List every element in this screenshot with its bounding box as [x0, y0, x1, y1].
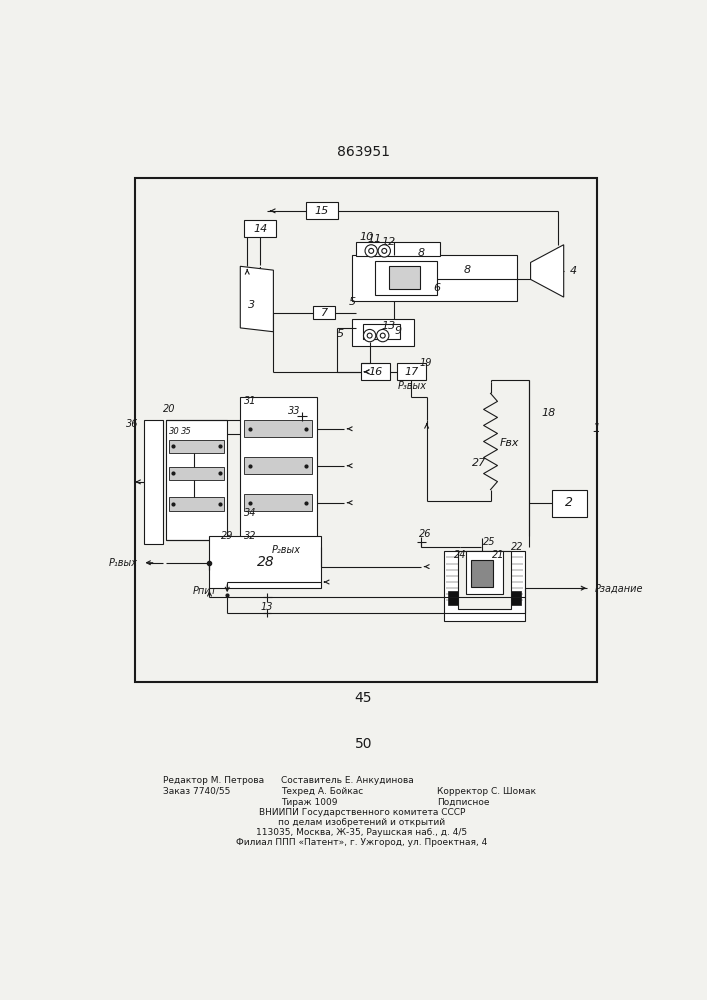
Bar: [244, 457, 312, 474]
Text: 17: 17: [404, 367, 419, 377]
Bar: [448, 591, 521, 605]
Text: 34: 34: [244, 508, 257, 518]
Text: 4: 4: [570, 266, 577, 276]
Bar: [165, 420, 227, 540]
Text: 50: 50: [355, 737, 373, 751]
Text: 12: 12: [381, 237, 395, 247]
Bar: [313, 306, 335, 319]
Text: 36: 36: [126, 419, 139, 429]
Text: 10: 10: [360, 232, 374, 242]
Text: Редактор М. Петрова: Редактор М. Петрова: [163, 776, 264, 785]
Bar: [397, 363, 426, 380]
Text: 18: 18: [541, 408, 556, 418]
Bar: [144, 420, 163, 544]
Circle shape: [367, 333, 372, 338]
Text: 13: 13: [261, 602, 274, 612]
Text: 45: 45: [355, 690, 373, 704]
Bar: [352, 319, 414, 346]
Text: 16: 16: [368, 367, 383, 377]
Text: P₁вых: P₁вых: [109, 558, 138, 568]
Bar: [444, 551, 525, 620]
Text: 14: 14: [253, 224, 267, 234]
Bar: [552, 490, 587, 517]
Text: 863951: 863951: [337, 145, 390, 159]
Text: 13: 13: [381, 321, 395, 331]
Text: 15: 15: [315, 206, 329, 216]
Bar: [169, 497, 224, 511]
Text: Заказ 7740/55: Заказ 7740/55: [163, 787, 230, 796]
Text: 113035, Москва, Ж-35, Раушская наб., д. 4/5: 113035, Москва, Ж-35, Раушская наб., д. …: [257, 828, 467, 837]
Bar: [352, 255, 518, 301]
Bar: [361, 363, 390, 380]
Bar: [169, 466, 224, 480]
Text: 25: 25: [483, 537, 495, 547]
Text: 19: 19: [420, 358, 432, 368]
Polygon shape: [530, 245, 563, 297]
Bar: [389, 266, 420, 289]
Text: 2: 2: [565, 496, 573, 509]
Text: P₂вых: P₂вых: [272, 545, 301, 555]
Text: Тираж 1009: Тираж 1009: [281, 798, 338, 807]
Text: 1: 1: [592, 422, 601, 434]
Text: 5: 5: [337, 329, 344, 339]
Text: Техред А. Бойкас: Техред А. Бойкас: [281, 787, 363, 796]
Text: Pпит: Pпит: [193, 586, 217, 596]
Text: 11: 11: [368, 234, 382, 244]
Text: 22: 22: [511, 542, 524, 552]
Text: 35: 35: [181, 427, 192, 436]
Bar: [305, 202, 338, 219]
Text: 20: 20: [163, 404, 176, 414]
Text: 30: 30: [169, 427, 180, 436]
Text: ВНИИПИ Государственного комитета СССР: ВНИИПИ Государственного комитета СССР: [259, 808, 465, 817]
Text: P₃вых: P₃вых: [397, 381, 426, 391]
Text: Филиал ППП «Патент», г. Ужгород, ул. Проектная, 4: Филиал ППП «Патент», г. Ужгород, ул. Про…: [236, 838, 488, 847]
Text: 31: 31: [244, 396, 257, 406]
Bar: [160, 401, 363, 555]
Bar: [356, 242, 440, 256]
Text: 8: 8: [464, 265, 471, 275]
Text: 33: 33: [288, 406, 300, 416]
Text: 27: 27: [472, 458, 486, 468]
Text: Корректор С. Шомак: Корректор С. Шомак: [437, 787, 536, 796]
Text: 26: 26: [419, 529, 431, 539]
Text: Составитель Е. Анкудинова: Составитель Е. Анкудинова: [281, 776, 414, 785]
Bar: [240, 397, 317, 540]
Text: 21: 21: [492, 550, 505, 560]
Text: 29: 29: [221, 531, 233, 541]
Text: 24: 24: [453, 550, 466, 560]
Bar: [244, 494, 312, 511]
Bar: [375, 261, 437, 295]
Text: Pзадание: Pзадание: [595, 583, 643, 593]
Text: 5: 5: [349, 297, 356, 307]
Bar: [458, 551, 510, 609]
Circle shape: [365, 245, 378, 257]
Circle shape: [377, 329, 389, 342]
Text: 28: 28: [257, 555, 274, 569]
Text: 9: 9: [395, 326, 402, 336]
Polygon shape: [240, 266, 274, 332]
Bar: [135, 178, 597, 682]
Bar: [209, 536, 321, 588]
Text: 6: 6: [433, 283, 440, 293]
Bar: [244, 420, 312, 437]
Text: 7: 7: [321, 308, 328, 318]
Bar: [169, 440, 224, 453]
Circle shape: [363, 329, 376, 342]
Bar: [244, 220, 276, 237]
Text: 3: 3: [248, 300, 255, 310]
Circle shape: [380, 333, 385, 338]
Bar: [472, 560, 493, 587]
Circle shape: [378, 245, 390, 257]
Text: по делам изобретений и открытий: по делам изобретений и открытий: [279, 818, 445, 827]
Text: 8: 8: [418, 248, 425, 258]
Text: Подписное: Подписное: [437, 798, 489, 807]
Bar: [264, 386, 529, 547]
Circle shape: [369, 248, 374, 253]
Circle shape: [382, 248, 387, 253]
Text: Fвх: Fвх: [500, 438, 520, 448]
Bar: [363, 324, 400, 339]
Text: 32: 32: [244, 531, 257, 541]
Bar: [466, 551, 503, 594]
